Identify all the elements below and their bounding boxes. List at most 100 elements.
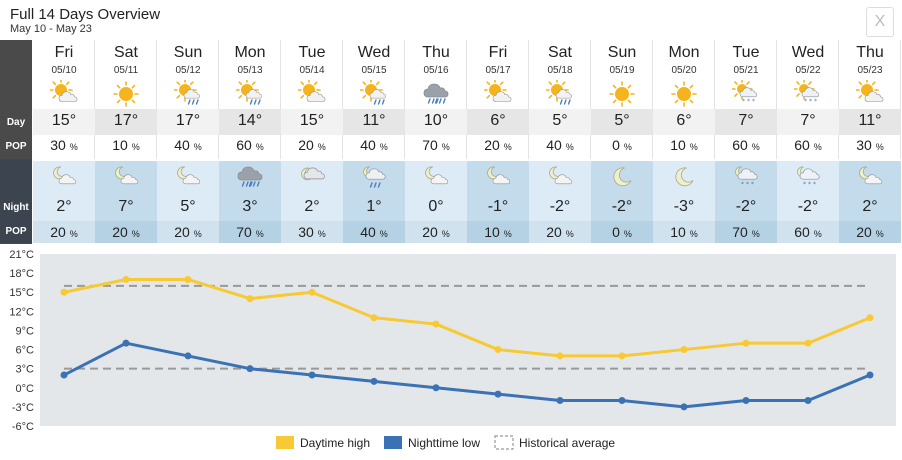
day-pop: 40 %	[529, 137, 591, 153]
night-pop-value: 20	[174, 224, 190, 240]
high-point	[308, 288, 316, 296]
day-pop-value: 10	[670, 137, 686, 153]
day-date: 05/19	[609, 65, 635, 76]
temperature-chart: 21°C 18°C 15°C 12°C 9°C 6°C 3°C 0°C -3°C -6°C Dayt…	[9, 249, 896, 450]
svg-text:*: *	[809, 98, 812, 105]
low-point	[246, 365, 254, 373]
day-name: Sat	[547, 44, 572, 61]
night-pop-value: 60	[794, 224, 810, 240]
day-high-temp: 14°	[237, 112, 263, 129]
day-date: 05/20	[671, 65, 697, 76]
snow-showers-icon: * * *	[793, 78, 822, 108]
y-tick-label: -6°C	[12, 421, 34, 433]
partly-sunny-icon	[483, 78, 512, 108]
column-divider	[342, 40, 343, 159]
day-pop: 60 %	[777, 137, 839, 153]
low-point	[866, 371, 874, 379]
plot-area	[40, 254, 896, 426]
pop-unit: %	[441, 229, 450, 239]
night-pop-bg	[591, 221, 653, 243]
day-pop-value: 40	[546, 137, 562, 153]
day-pop: 20 %	[467, 137, 529, 153]
partly-cloudy-night-icon	[484, 163, 512, 191]
night-pop-value: 40	[360, 224, 376, 240]
column-divider	[776, 40, 777, 159]
day-high-temp: 10°	[423, 112, 449, 129]
day-temp-bg	[405, 109, 467, 135]
day-date: 05/21	[733, 65, 759, 76]
partly-cloudy-night-icon	[422, 163, 450, 191]
close-button[interactable]: X	[866, 7, 894, 37]
y-tick-label: 6°C	[16, 345, 35, 357]
high-point	[618, 352, 626, 360]
legend-nighttime-low-swatch	[384, 436, 402, 449]
day-pop-value: 20	[298, 137, 314, 153]
night-label-bg	[0, 159, 32, 243]
day-pop: 10 %	[653, 137, 715, 153]
legend-daytime-high-swatch	[276, 436, 294, 449]
day-high-temp: 15°	[51, 112, 77, 129]
night-pop: 10 %	[653, 224, 715, 240]
day-high-temp: 5°	[552, 112, 568, 129]
legend-historical-average-label: Historical average	[519, 436, 615, 450]
night-pop: 20 %	[95, 224, 157, 240]
low-point	[184, 352, 192, 360]
low-series-line	[63, 341, 871, 409]
row-labels: Day POP Night POP	[0, 40, 32, 244]
day-column: Tue 05/14 15° 20 % 2° 30 %	[281, 40, 343, 244]
day-column: Mon 05/20 6° 10 % -3° 10 %	[653, 40, 715, 244]
day-column: Wed 05/15 11° 40 % 1° 40 %	[343, 40, 405, 244]
day-date: 05/17	[485, 65, 511, 76]
night-pop: 30 %	[281, 224, 343, 240]
night-pop-bg	[95, 221, 157, 243]
day-name: Mon	[234, 44, 266, 61]
y-tick-label: 21°C	[9, 249, 34, 261]
high-point	[122, 275, 130, 283]
night-pop-bg	[281, 221, 343, 243]
date-range: May 10 - May 23	[10, 23, 92, 35]
day-name: Fri	[54, 44, 74, 61]
pop-unit: %	[875, 229, 884, 239]
day-pop-value: 20	[484, 137, 500, 153]
row-label-pop-night: POP	[5, 226, 27, 237]
night-pop-value: 10	[484, 224, 500, 240]
day-name: Sun	[607, 44, 637, 61]
day-pop: 30 %	[33, 137, 95, 153]
day-column: Fri 05/17 6° 20 % -1° 10 %	[467, 40, 529, 244]
day-name: Sat	[113, 44, 138, 61]
pop-unit: %	[503, 229, 512, 239]
day-temp-bg	[715, 109, 777, 135]
pop-unit: %	[193, 229, 202, 239]
day-date: 05/13	[237, 65, 263, 76]
forecast-grid: Day POP Night POP Fri 05/10 15° 30 % 2° …	[0, 40, 902, 244]
night-pop: 20 %	[157, 224, 219, 240]
pop-unit: %	[875, 142, 884, 152]
high-point	[370, 314, 378, 322]
day-temp-bg	[839, 109, 901, 135]
legend-daytime-high-label: Daytime high	[300, 436, 370, 450]
day-high-temp: 17°	[113, 112, 139, 129]
column-divider	[466, 40, 467, 159]
high-point	[494, 346, 502, 354]
row-label-pop: POP	[5, 141, 27, 152]
day-date: 05/15	[361, 65, 387, 76]
high-point	[60, 288, 68, 296]
column-divider	[94, 40, 95, 159]
y-tick-label: -3°C	[12, 402, 34, 414]
legend-nighttime-low-label: Nighttime low	[408, 436, 480, 450]
night-low-temp: 3°	[242, 198, 258, 215]
night-low-temp: -2°	[797, 198, 819, 215]
night-pop-bg	[467, 221, 529, 243]
night-low-temp: 5°	[180, 198, 196, 215]
day-pop-value: 0	[612, 137, 620, 153]
sun-showers-icon	[173, 78, 202, 108]
night-low-temp: 2°	[862, 198, 878, 215]
night-low-temp: 2°	[304, 198, 320, 215]
day-pop-value: 30	[50, 137, 66, 153]
rain-cloud-icon	[422, 80, 450, 108]
low-point	[804, 397, 812, 405]
night-pop-value: 70	[236, 224, 252, 240]
svg-text:*: *	[741, 181, 744, 188]
day-column: Fri 05/10 15° 30 % 2° 20 %	[33, 40, 95, 244]
night-snow-icon: * * *	[794, 163, 822, 191]
